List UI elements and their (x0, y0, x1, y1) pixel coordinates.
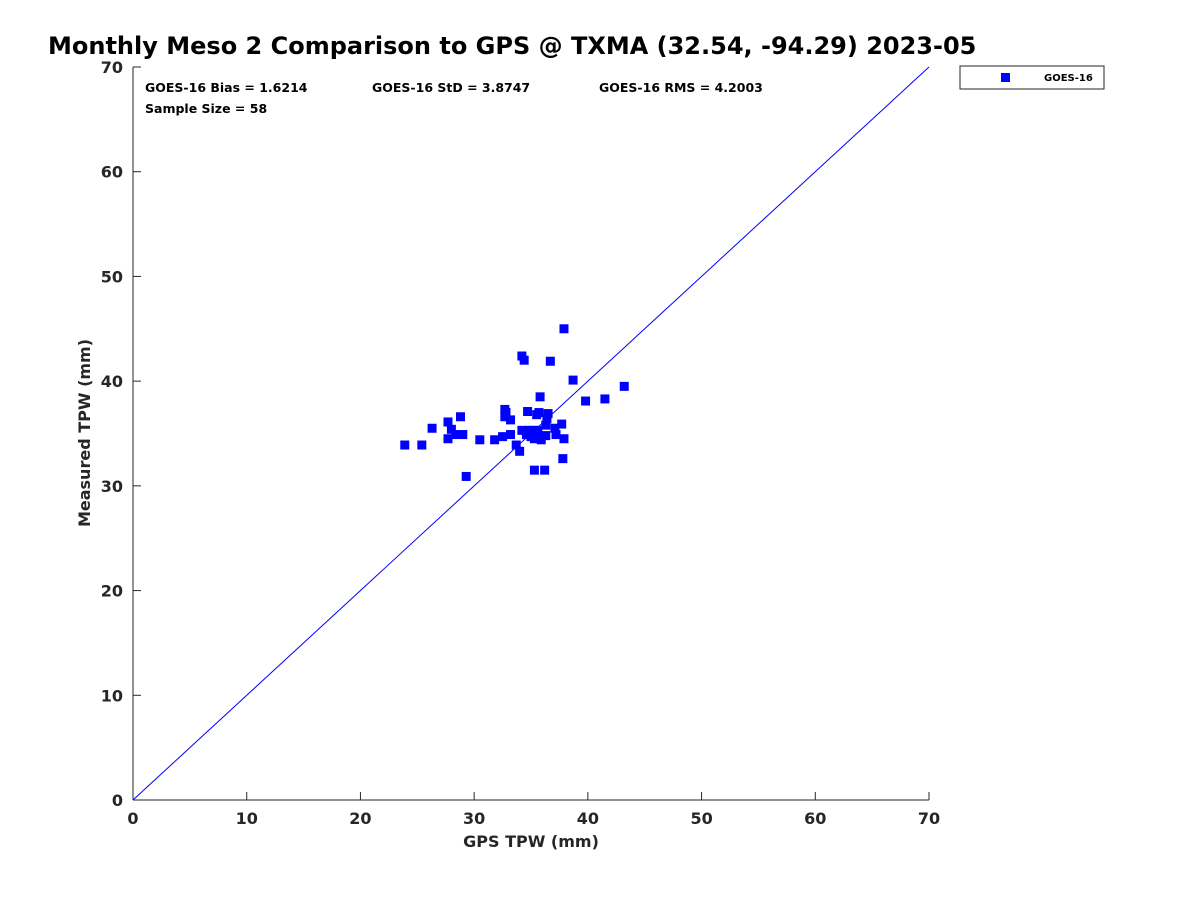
y-tick-label: 60 (101, 163, 123, 182)
data-point (533, 425, 543, 435)
data-point (568, 375, 578, 385)
data-point (506, 415, 516, 425)
data-point (519, 355, 529, 365)
data-point (541, 420, 551, 430)
data-point (501, 408, 511, 418)
legend-box (959, 65, 1105, 90)
data-point (400, 440, 410, 450)
data-point (417, 440, 427, 450)
data-point (536, 435, 546, 445)
data-point (534, 408, 544, 418)
sample-size-stat: Sample Size = 58 (145, 101, 267, 116)
y-tick-label: 30 (101, 477, 123, 496)
y-tick-label: 10 (101, 686, 123, 705)
std-stat: GOES-16 StD = 3.8747 (372, 80, 530, 95)
data-point (529, 465, 539, 475)
data-point (443, 434, 453, 444)
plot-area: 0 10 20 30 40 50 60 70 0 10 20 30 40 50 60 70 (101, 58, 940, 828)
data-point (535, 392, 545, 402)
data-point (451, 430, 461, 440)
data-point (506, 430, 516, 440)
y-tick-label: 40 (101, 372, 123, 391)
data-point (458, 430, 468, 440)
y-axis-label: Measured TPW (mm) (75, 339, 94, 527)
data-point (550, 423, 560, 433)
data-point (541, 431, 551, 441)
legend: GOES-16 (959, 65, 1105, 90)
rms-stat: GOES-16 RMS = 4.2003 (599, 80, 763, 95)
data-point (446, 424, 456, 434)
data-point (551, 430, 561, 440)
y-tick-label: 50 (101, 267, 123, 286)
data-point (542, 414, 552, 424)
x-tick-label: 50 (690, 809, 712, 828)
x-tick-label: 60 (804, 809, 826, 828)
data-point (540, 465, 550, 475)
y-tick-label: 20 (101, 582, 123, 601)
data-point (455, 412, 465, 422)
data-point (498, 432, 508, 442)
x-tick-label: 10 (236, 809, 258, 828)
y-tick-label: 0 (112, 791, 123, 810)
data-point (557, 419, 567, 429)
data-point (581, 396, 591, 406)
x-axis-label: GPS TPW (mm) (463, 832, 599, 851)
data-point (528, 425, 538, 435)
data-point (600, 394, 610, 404)
legend-label-goes16: GOES-16 (1044, 73, 1093, 84)
data-point (475, 435, 485, 445)
x-tick-label: 40 (577, 809, 599, 828)
bias-stat: GOES-16 Bias = 1.6214 (145, 80, 308, 95)
data-point (461, 471, 471, 481)
data-point (443, 417, 453, 427)
data-point (523, 407, 533, 417)
chart-title: Monthly Meso 2 Comparison to GPS @ TXMA … (48, 32, 976, 60)
data-point (515, 446, 525, 456)
x-tick-label: 70 (918, 809, 940, 828)
x-tick-label: 30 (463, 809, 485, 828)
data-point (619, 381, 629, 391)
data-point (524, 425, 534, 435)
data-point (558, 454, 568, 464)
y-tick-label: 70 (101, 58, 123, 77)
x-tick-label: 0 (127, 809, 138, 828)
data-point (543, 409, 553, 419)
data-point (517, 425, 527, 435)
data-point (559, 434, 569, 444)
data-point (490, 435, 500, 445)
data-point (545, 356, 555, 366)
data-point (559, 324, 569, 334)
data-point (511, 440, 521, 450)
legend-marker-goes16 (1001, 73, 1010, 82)
x-tick-label: 20 (349, 809, 371, 828)
data-point (427, 423, 437, 433)
